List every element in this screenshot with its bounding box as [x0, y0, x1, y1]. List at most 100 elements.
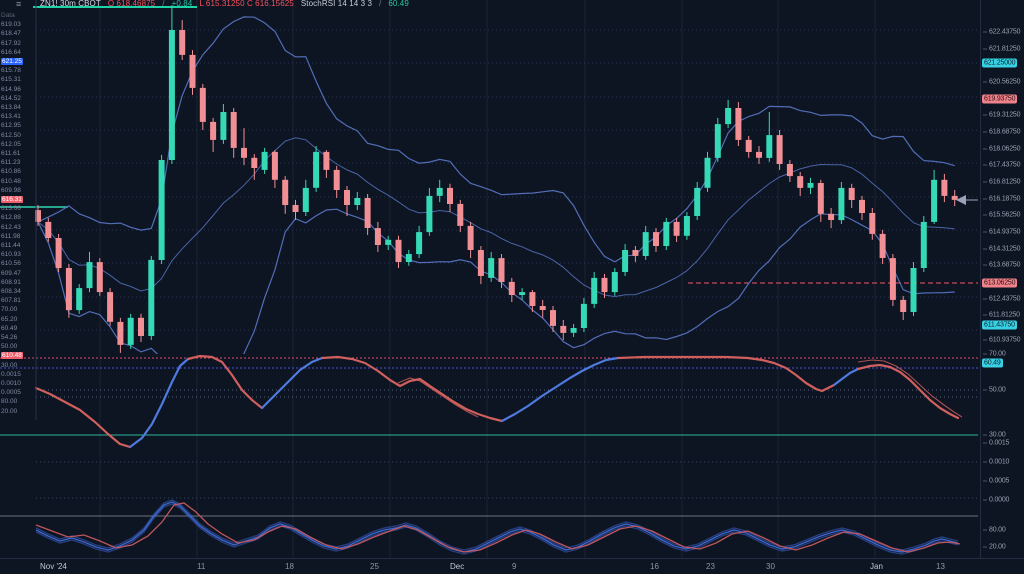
time-label: 23	[706, 562, 715, 571]
axis-tick	[983, 499, 987, 501]
bb-upper	[37, 16, 955, 263]
candle-body	[416, 232, 423, 255]
candle-body	[931, 179, 938, 222]
price-axis[interactable]: 622.43750 621.81250 620.56250 619.31250 618.…	[980, 0, 1024, 558]
axis-tick	[983, 114, 987, 116]
legend-segment[interactable]: 60.49	[388, 0, 409, 8]
data-window-value: 617.92	[1, 39, 21, 47]
candle-body	[148, 259, 155, 336]
data-window-value: 20.00	[1, 407, 18, 415]
price-label: 70.00	[983, 351, 1006, 358]
data-window-value: 611.61	[1, 150, 21, 157]
candle-body	[333, 169, 340, 190]
data-window-value: 611.44	[1, 242, 21, 249]
data-window-value: 80.00	[1, 398, 18, 406]
price-label: 0.0010	[983, 459, 1009, 466]
data-window-value: 0.0005	[1, 389, 21, 397]
candle-body	[725, 108, 732, 125]
price-label-text: 616.18750	[989, 195, 1021, 203]
price-label: 617.43750	[983, 162, 1020, 169]
candle-body	[374, 228, 381, 245]
time-axis[interactable]: Nov '24 11 18 25 Dec 9 16 23 30 Jan 13	[0, 558, 1024, 574]
candle-body	[756, 151, 762, 158]
candle-body	[920, 221, 927, 268]
axis-tick	[983, 353, 987, 355]
candle-body	[848, 187, 855, 200]
price-label-text: 614.31250	[989, 245, 1021, 253]
candle-body	[786, 164, 793, 177]
symbol-legend[interactable]: ZN1! 30m CBOT O 618.46875 / +0.84 L 615.3125…	[40, 0, 970, 10]
legend-segment[interactable]: ZN1! 30m CBOT	[40, 0, 101, 8]
candle-body	[488, 258, 495, 278]
axis-tick	[983, 529, 987, 531]
legend-segment[interactable]: L 615.31250 C 616.15625	[199, 0, 294, 8]
candle-body	[519, 292, 526, 295]
candle-body	[550, 310, 556, 326]
candle-body	[127, 317, 134, 345]
candles-layer	[35, 5, 958, 353]
legend-segment[interactable]: /	[379, 0, 382, 8]
candle-body	[107, 292, 114, 322]
price-label-text: 0.0010	[989, 458, 1010, 466]
candle-body	[838, 187, 845, 221]
legend-segment[interactable]: +0.84	[171, 0, 193, 8]
candle-body	[807, 183, 814, 188]
stoch-d-line	[35, 502, 961, 553]
candle-body	[941, 179, 948, 196]
candle-body	[828, 213, 835, 220]
candle-body	[35, 210, 41, 222]
candle-body	[776, 135, 783, 164]
axis-tick	[983, 339, 987, 341]
candle-body	[910, 268, 917, 312]
time-label: 13	[936, 562, 945, 571]
data-window-value: 50.00	[1, 343, 18, 351]
price-label: 30.00	[983, 432, 1006, 439]
data-window-panel[interactable]: Data 619.03 618.47 617.92 616.64 621.25 615.78…	[0, 0, 36, 424]
stochrsi-line	[616, 355, 836, 393]
candle-body	[354, 198, 361, 205]
bollinger-bands	[37, 16, 955, 354]
legend-segment[interactable]: O 618.46875	[107, 0, 156, 8]
data-window-badge: 621.25	[1, 58, 23, 65]
data-window-badge: 610.48	[1, 352, 23, 360]
candle-body	[539, 306, 546, 310]
price-label: 618.68750	[983, 129, 1020, 136]
candle-body	[879, 233, 886, 258]
price-label-text: 611.81250	[989, 311, 1020, 319]
candle-body	[436, 187, 443, 196]
candle-body	[477, 250, 484, 276]
candle-body	[859, 199, 865, 213]
data-window-value: 618.47	[1, 30, 21, 38]
candle-body	[529, 292, 536, 306]
candle-body	[591, 277, 598, 304]
price-label: 616.18750	[983, 196, 1020, 203]
axis-tick	[983, 231, 987, 233]
legend-segment[interactable]: /	[162, 0, 165, 8]
axis-tick	[983, 181, 987, 183]
stochrsi-line	[832, 367, 860, 387]
axis-tick	[983, 442, 987, 444]
price-badge[interactable]: 619.93750	[982, 94, 1018, 104]
candle-body	[601, 277, 608, 293]
price-badge[interactable]: 60.49	[982, 358, 1003, 368]
candle-body	[179, 30, 186, 55]
axis-tick	[983, 131, 987, 133]
legend-segment[interactable]: StochRSI 14 14 3 3	[300, 0, 373, 8]
stochrsi-line	[856, 363, 960, 420]
price-badge[interactable]: 611.43750	[982, 320, 1017, 330]
axis-tick	[983, 214, 987, 216]
data-window-value: 612.50	[1, 131, 21, 139]
price-label: 20.00	[983, 544, 1006, 551]
price-badge[interactable]: 621.25000	[982, 58, 1018, 68]
price-label: 611.81250	[983, 312, 1020, 319]
price-label: 0.0000	[983, 497, 1009, 504]
price-label-text: 70.00	[989, 350, 1006, 358]
candle-body	[189, 54, 196, 88]
time-label: 11	[197, 562, 206, 571]
candle-body	[55, 238, 62, 268]
menu-icon[interactable]: ≡	[16, 0, 22, 9]
axis-tick	[983, 48, 987, 50]
price-badge[interactable]: 613.06250	[982, 278, 1018, 288]
